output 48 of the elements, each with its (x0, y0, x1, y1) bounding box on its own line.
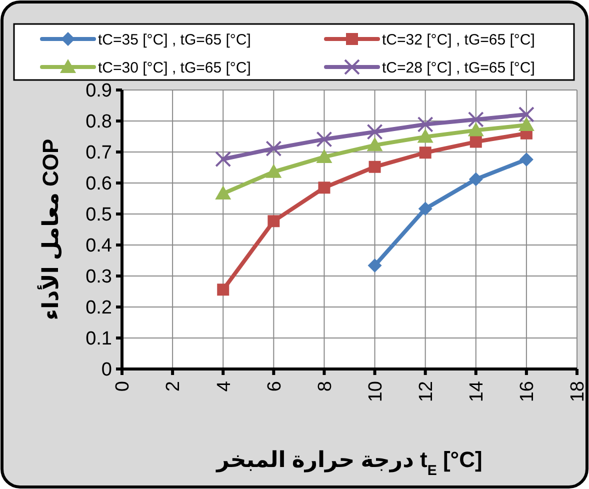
point (468, 172, 483, 186)
x-tick-label: 0 (112, 381, 134, 392)
x-tick-label: 8 (314, 381, 336, 392)
y-tick-label: 0.4 (86, 236, 112, 257)
point (518, 117, 534, 132)
y-tick-label: 0.9 (86, 80, 112, 102)
x-tick-label: 10 (365, 381, 386, 402)
point (215, 186, 232, 200)
point (217, 284, 230, 296)
point (419, 146, 432, 159)
point (266, 164, 282, 178)
x-tick-label: 4 (214, 380, 235, 392)
point (316, 131, 332, 148)
point (266, 140, 282, 157)
point (318, 182, 330, 194)
y-tick-label: 0.6 (86, 174, 112, 195)
point (468, 111, 484, 128)
point (215, 151, 232, 168)
y-tick-label: 0.3 (86, 266, 112, 288)
point (518, 106, 534, 122)
y-tick-label: 0.5 (86, 204, 112, 226)
point (417, 128, 434, 143)
y-tick-label: 0.1 (86, 328, 112, 350)
x-tick-label: 6 (264, 381, 286, 392)
y-axis-title: معامل الأداء COP (37, 138, 63, 320)
x-tick-label: 18 (568, 381, 589, 402)
y-tick-label: 0.8 (86, 112, 112, 133)
y-tick-label: 0.2 (86, 298, 112, 319)
point (418, 202, 432, 216)
x-tick-label: 12 (416, 381, 437, 402)
point (368, 258, 382, 272)
x-tick-label: 14 (466, 380, 488, 402)
legend-label: tC=35 [°C] , tG=65 [°C] (98, 31, 251, 48)
legend-label: tC=30 [°C] , tG=65 [°C] (98, 59, 251, 76)
y-tick-label: 0.7 (86, 142, 112, 164)
point (417, 116, 434, 132)
legend-label: tC=28 [°C] , tG=65 [°C] (382, 59, 535, 76)
x-tick-label: 2 (163, 381, 184, 392)
point (316, 148, 332, 163)
point (470, 136, 482, 148)
point (268, 215, 280, 228)
point (368, 160, 381, 173)
point (366, 137, 383, 152)
legend-label: tC=32 [°C] , tG=65 [°C] (382, 31, 535, 48)
point (519, 152, 534, 166)
point (468, 122, 484, 136)
point (366, 124, 383, 140)
x-tick-label: 16 (517, 381, 538, 402)
